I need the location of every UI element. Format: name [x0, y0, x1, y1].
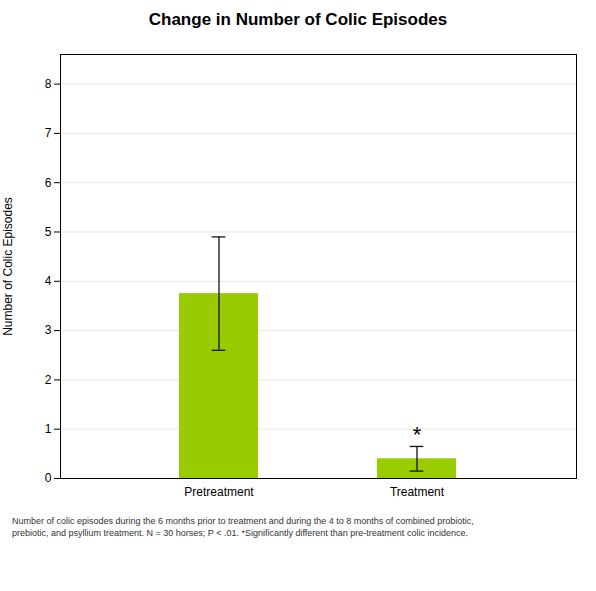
- svg-text:Pretreatment: Pretreatment: [184, 485, 254, 499]
- html-text:Number of colic episodes durin: Number of colic episodes during the 6 mo…: [12, 516, 474, 538]
- svg-text:Number of Colic Episodes: Number of Colic Episodes: [1, 197, 15, 336]
- svg-text:6: 6: [45, 176, 52, 190]
- svg-text:2: 2: [45, 373, 52, 387]
- svg-text:3: 3: [45, 323, 52, 337]
- svg-text:7: 7: [45, 126, 52, 140]
- svg-text:0: 0: [45, 471, 52, 485]
- html-text:Change in Number of Colic Epis: Change in Number of Colic Episodes: [148, 10, 448, 29]
- svg-text:Treatment: Treatment: [390, 485, 445, 499]
- svg-text:1: 1: [45, 422, 52, 436]
- svg-text:8: 8: [45, 77, 52, 91]
- svg-text:*: *: [413, 421, 422, 446]
- svg-text:5: 5: [45, 225, 52, 239]
- svg-text:4: 4: [45, 274, 52, 288]
